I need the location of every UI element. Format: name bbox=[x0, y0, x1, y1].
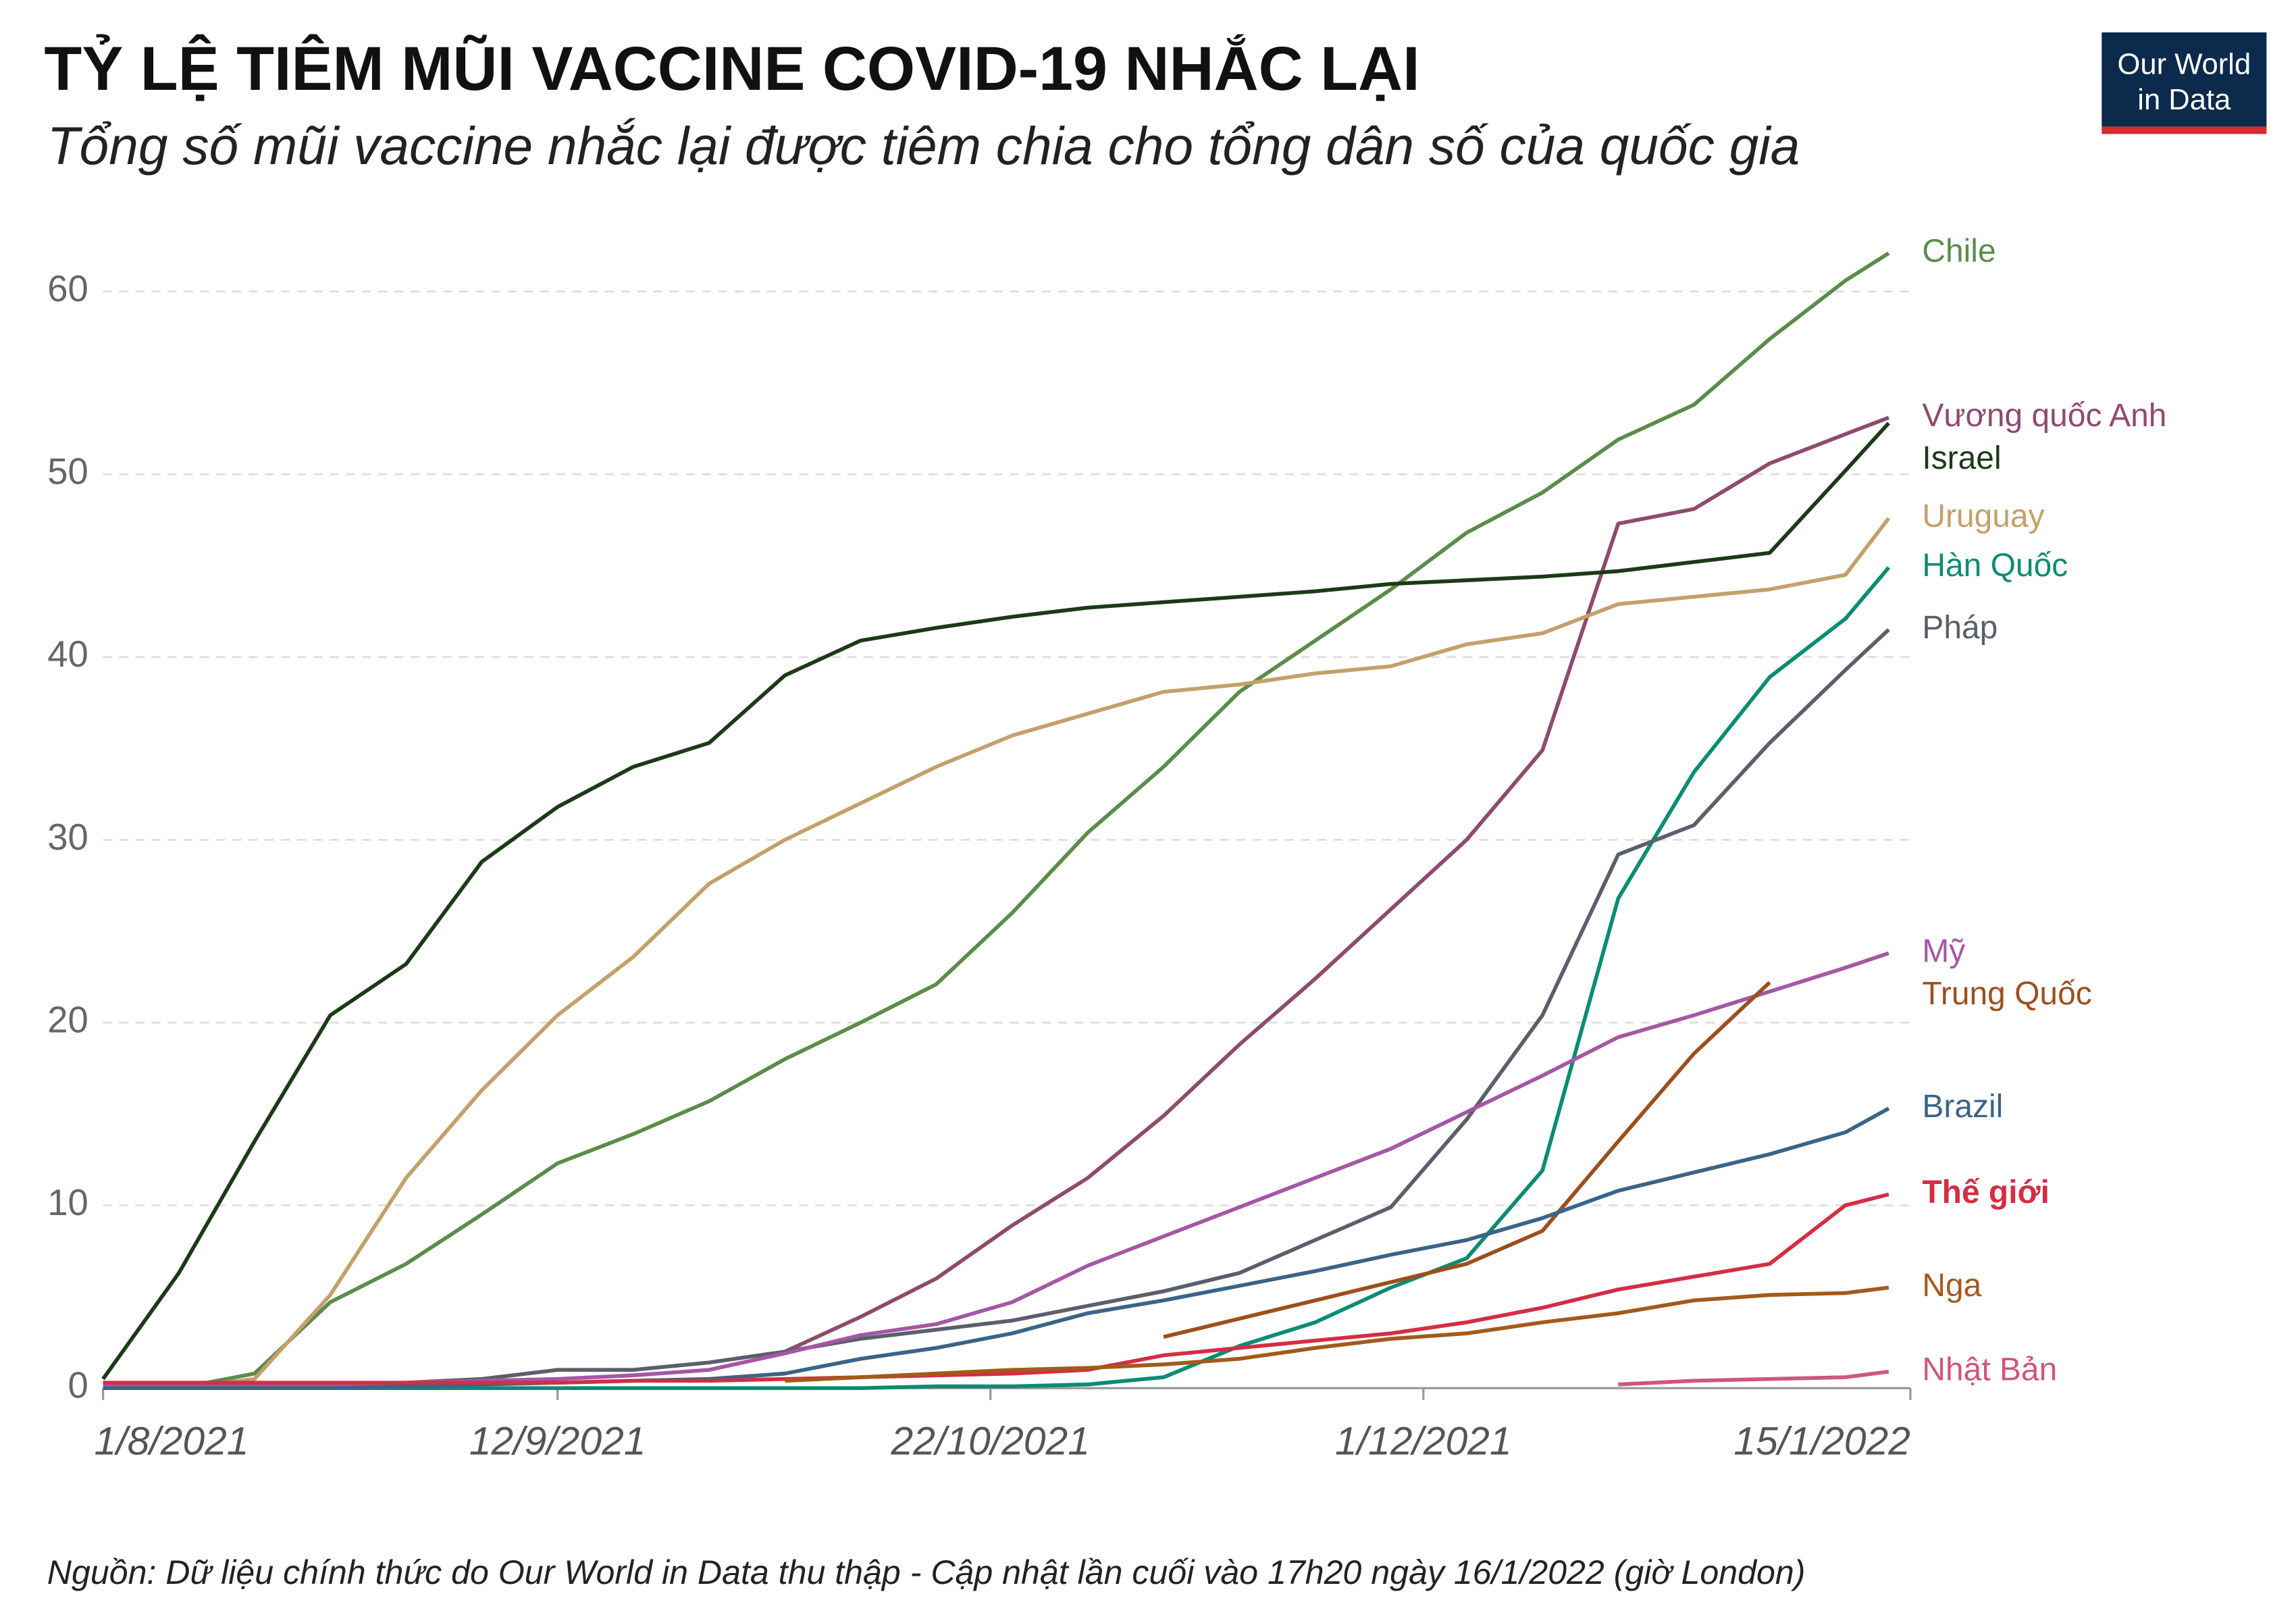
series-line bbox=[785, 1285, 1889, 1383]
x-tick-label: 22/10/2021 bbox=[891, 1420, 1090, 1464]
y-tick-label: 60 bbox=[47, 268, 88, 309]
legend-label: Trung Quốc bbox=[1922, 976, 2091, 1012]
logo-box bbox=[2102, 32, 2267, 127]
series-line bbox=[103, 517, 1891, 1391]
series-line bbox=[103, 1192, 1889, 1385]
legend-label: Mỹ bbox=[1922, 933, 1965, 969]
series-line bbox=[103, 1106, 1890, 1391]
legend-label: Vương quốc Anh bbox=[1922, 398, 2166, 434]
legend-label: Nhật Bản bbox=[1922, 1352, 2057, 1388]
x-tick-label: 1/8/2021 bbox=[95, 1420, 249, 1464]
legend-label: Israel bbox=[1922, 440, 2001, 476]
x-tick-label: 12/9/2021 bbox=[469, 1420, 646, 1464]
legend-label: Uruguay bbox=[1922, 498, 2044, 534]
chart-title: TỶ LỆ TIÊM MŨI VACCINE COVID-19 NHẮC LẠI bbox=[44, 34, 1419, 103]
series-line bbox=[254, 566, 1891, 1391]
y-tick-label: 30 bbox=[47, 817, 88, 858]
chart-subtitle: Tổng số mũi vaccine nhắc lại được tiêm c… bbox=[47, 116, 1800, 176]
series-line bbox=[103, 251, 1890, 1391]
y-tick-label: 0 bbox=[68, 1365, 88, 1406]
y-tick-label: 20 bbox=[47, 999, 88, 1040]
y-tick-label: 50 bbox=[47, 451, 88, 492]
legend-label: Chile bbox=[1922, 233, 1995, 269]
legend-label: Hàn Quốc bbox=[1922, 548, 2068, 584]
y-tick-label: 40 bbox=[47, 634, 88, 675]
legend-label: Nga bbox=[1922, 1268, 1981, 1304]
series-line bbox=[784, 415, 1889, 1354]
logo: Our World in Data bbox=[2102, 32, 2267, 134]
series-line bbox=[1163, 981, 1771, 1339]
logo-text: in Data bbox=[2137, 84, 2231, 116]
y-tick-label: 10 bbox=[47, 1182, 88, 1223]
x-tick-label: 15/1/2022 bbox=[1733, 1420, 1910, 1464]
source-note: Nguồn: Dữ liệu chính thức do Our World i… bbox=[47, 1553, 1806, 1591]
logo-bar bbox=[2102, 126, 2267, 134]
legend-label: Thế giới bbox=[1922, 1175, 2050, 1210]
x-tick-label: 1/12/2021 bbox=[1335, 1420, 1512, 1464]
series-line bbox=[1618, 1369, 1889, 1387]
legend-label: Brazil bbox=[1922, 1089, 2003, 1125]
logo-text: Our World bbox=[2117, 49, 2251, 81]
series-line bbox=[101, 421, 1891, 1381]
legend-label: Pháp bbox=[1922, 610, 1998, 646]
